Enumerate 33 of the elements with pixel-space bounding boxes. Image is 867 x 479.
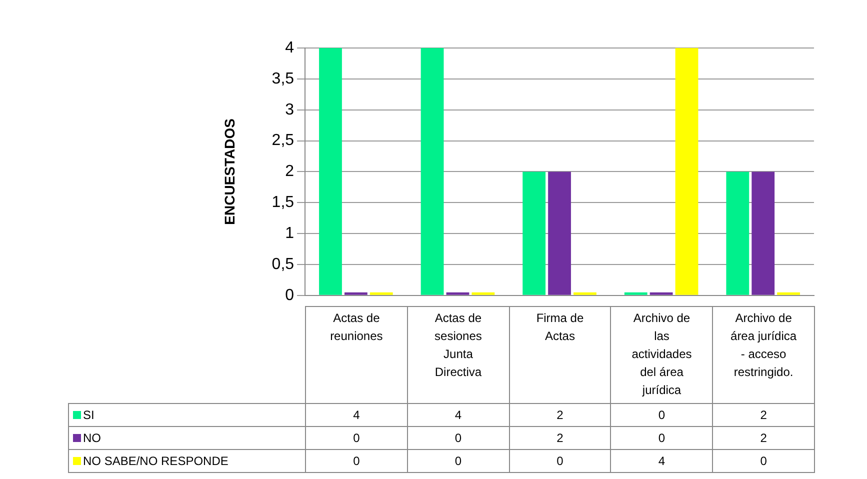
data-label: 4 bbox=[610, 450, 713, 472]
y-tick-label: 4 bbox=[285, 39, 294, 56]
y-tick-label: 0 bbox=[285, 286, 294, 304]
data-label: 0 bbox=[610, 404, 713, 426]
y-tick-label: 3,5 bbox=[272, 70, 294, 88]
data-label: 4 bbox=[306, 404, 408, 426]
y-tick-label: 2,5 bbox=[272, 132, 294, 150]
data-label: 0 bbox=[712, 450, 814, 472]
data-label: 0 bbox=[306, 450, 408, 472]
data-label: 2 bbox=[712, 404, 814, 426]
y-tick-label: 3 bbox=[285, 101, 294, 118]
y-axis-title: ENCUESTADOS bbox=[221, 118, 238, 225]
data-label: 4 bbox=[407, 404, 510, 426]
y-tick-label: 1 bbox=[285, 224, 294, 242]
data-label: 0 bbox=[610, 426, 713, 450]
data-label: 0 bbox=[407, 426, 510, 450]
y-tick-label: 2 bbox=[285, 163, 294, 180]
y-tick-label: 0,5 bbox=[272, 256, 294, 273]
data-label: 0 bbox=[407, 450, 510, 472]
data-label: 2 bbox=[712, 426, 814, 450]
legend-label: SI bbox=[83, 408, 94, 422]
x-tick-label: Actas de reuniones bbox=[306, 306, 408, 404]
x-tick-label: Archivo de las actividades del área jurídica bbox=[610, 306, 713, 404]
data-label: 2 bbox=[509, 404, 611, 426]
legend-label: NO SABE/NO RESPONDE bbox=[83, 454, 228, 468]
x-tick-label: Archivo de área jurídica - acceso restringido. bbox=[712, 306, 814, 404]
x-tick-label: Actas de sesiones Junta Directiva bbox=[407, 306, 510, 404]
data-label: 2 bbox=[509, 426, 611, 450]
legend-label: NO bbox=[83, 431, 101, 445]
data-label: 0 bbox=[306, 426, 408, 450]
x-tick-label: Firma de Actas bbox=[509, 306, 611, 404]
y-tick-label: 1,5 bbox=[272, 194, 294, 212]
data-label: 0 bbox=[509, 450, 611, 472]
